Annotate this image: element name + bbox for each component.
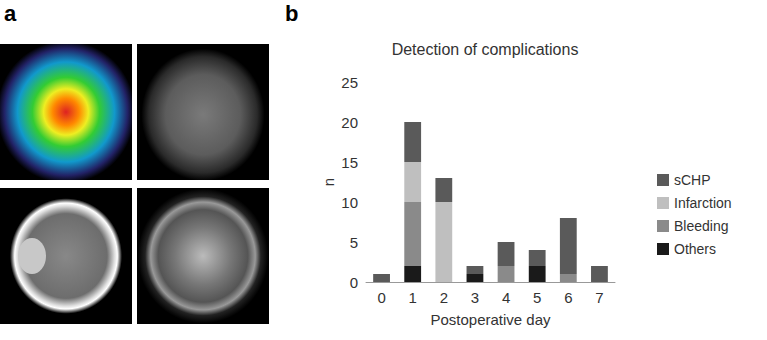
svg-text:1: 1 [409, 289, 417, 306]
svg-text:n: n [320, 178, 337, 186]
svg-text:10: 10 [341, 194, 358, 211]
svg-text:0: 0 [377, 289, 385, 306]
svg-text:Infarction: Infarction [674, 195, 732, 211]
svg-text:5: 5 [533, 289, 541, 306]
svg-text:Postoperative day: Postoperative day [430, 311, 551, 328]
svg-text:20: 20 [341, 114, 358, 131]
svg-text:4: 4 [502, 289, 510, 306]
svg-text:15: 15 [341, 154, 358, 171]
svg-text:Detection of complications: Detection of complications [392, 41, 579, 58]
svg-text:3: 3 [471, 289, 479, 306]
svg-text:2: 2 [440, 289, 448, 306]
svg-text:6: 6 [564, 289, 572, 306]
svg-text:25: 25 [341, 74, 358, 91]
svg-text:5: 5 [350, 234, 358, 251]
svg-text:sCHP: sCHP [674, 172, 711, 188]
svg-text:7: 7 [595, 289, 603, 306]
svg-text:a: a [4, 1, 17, 26]
svg-text:Others: Others [674, 241, 716, 257]
svg-text:0: 0 [350, 274, 358, 291]
svg-text:b: b [285, 1, 298, 26]
svg-text:Bleeding: Bleeding [674, 218, 729, 234]
